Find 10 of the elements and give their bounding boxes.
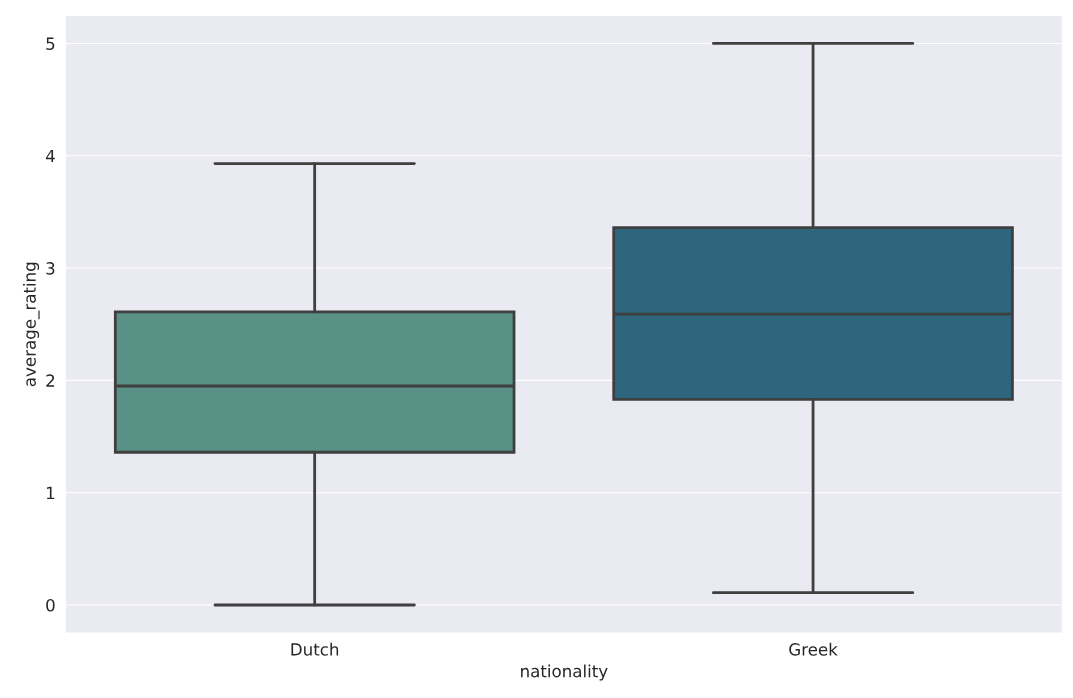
y-tick-label: 3 [46,262,55,275]
y-tick-label: 0 [46,598,55,612]
y-tick-label: 4 [45,149,55,163]
y-axis-title: average_rating [22,262,40,387]
x-axis-title: nationality [521,664,608,681]
y-tick-label: 1 [46,486,55,500]
x-tick-label: Greek [789,642,838,656]
y-tick-label: 5 [46,37,55,50]
x-tick-label: Dutch [291,642,339,656]
y-tick-label: 2 [46,374,55,387]
